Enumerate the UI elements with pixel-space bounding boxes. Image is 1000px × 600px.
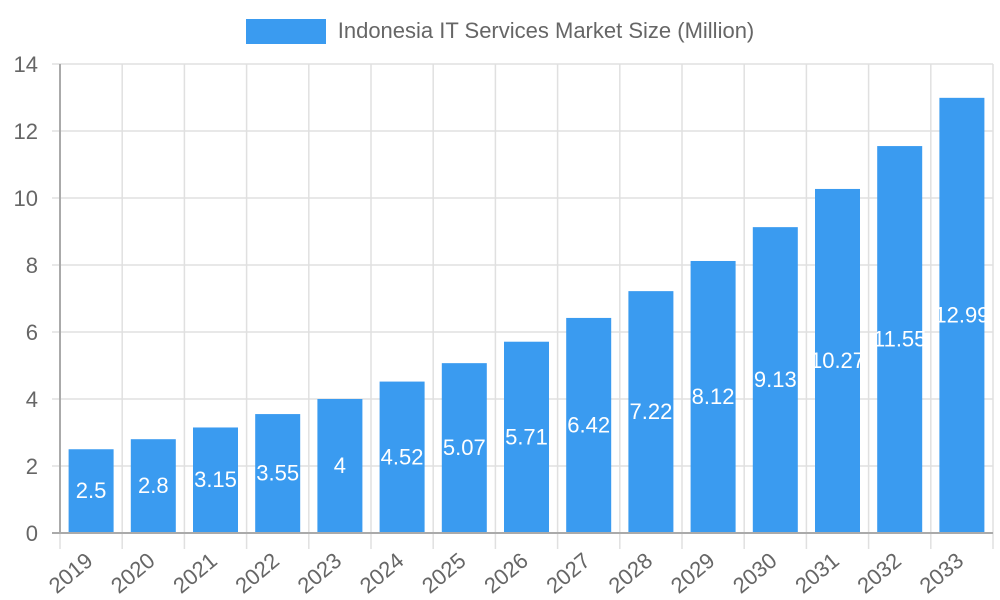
bar-2026[interactable] xyxy=(504,341,549,533)
data-label: 2.8 xyxy=(138,473,169,498)
x-tick-label: 2024 xyxy=(355,548,409,599)
data-label: 11.55 xyxy=(873,327,926,352)
bar-2028[interactable] xyxy=(628,291,674,533)
chart-legend: Indonesia IT Services Market Size (Milli… xyxy=(0,18,1000,44)
y-tick-label: 12 xyxy=(14,119,38,144)
legend-swatch[interactable] xyxy=(245,18,326,44)
bars xyxy=(68,97,985,534)
bar-2023[interactable] xyxy=(317,399,363,533)
y-tick-label: 4 xyxy=(26,387,38,412)
data-label: 12.99 xyxy=(934,302,989,327)
gridlines xyxy=(52,63,994,549)
y-axis-ticks: 0 2 4 6 8 10 12 14 xyxy=(14,52,38,546)
x-tick-label: 2029 xyxy=(666,548,720,599)
bar-2027[interactable] xyxy=(566,317,612,533)
x-tick-label: 2021 xyxy=(168,548,222,599)
data-label: 8.12 xyxy=(692,384,735,409)
data-label: 7.22 xyxy=(629,399,672,424)
legend-label: Indonesia IT Services Market Size (Milli… xyxy=(337,18,755,43)
x-tick-label: 2020 xyxy=(106,548,160,599)
data-label: 6.42 xyxy=(567,412,610,437)
x-tick-label: 2023 xyxy=(293,548,347,599)
data-label: 9.13 xyxy=(754,367,797,392)
bar-2019[interactable] xyxy=(68,449,114,533)
x-tick-label: 2019 xyxy=(44,548,98,599)
data-label: 5.07 xyxy=(443,435,486,460)
data-label: 4.52 xyxy=(381,444,424,469)
bar-2031[interactable] xyxy=(815,188,860,533)
y-tick-label: 0 xyxy=(26,521,38,546)
data-label: 4 xyxy=(334,453,346,478)
x-tick-label: 2030 xyxy=(728,548,782,599)
data-label: 2.5 xyxy=(76,478,107,503)
x-tick-label: 2027 xyxy=(541,548,595,599)
data-label: 3.55 xyxy=(256,461,299,486)
x-axis-ticks: 2019 2020 2021 2022 2023 2024 2025 2026 2027 2028… xyxy=(44,548,968,599)
y-tick-label: 8 xyxy=(26,253,38,278)
y-tick-label: 14 xyxy=(14,52,38,77)
bar-2021[interactable] xyxy=(193,427,238,533)
bar-2025[interactable] xyxy=(441,363,487,533)
y-tick-label: 10 xyxy=(14,186,38,211)
x-tick-label: 2032 xyxy=(852,548,906,599)
bar-2032[interactable] xyxy=(877,146,923,533)
data-label: 5.71 xyxy=(505,424,548,449)
data-label: 10.27 xyxy=(810,348,865,373)
x-tick-label: 2033 xyxy=(915,548,969,599)
x-tick-label: 2025 xyxy=(417,548,471,599)
bar-2030[interactable] xyxy=(752,227,798,533)
y-tick-label: 6 xyxy=(26,320,38,345)
x-tick-label: 2026 xyxy=(479,548,533,599)
bar-2024[interactable] xyxy=(379,381,425,533)
bar-2033[interactable] xyxy=(939,97,985,534)
axes xyxy=(52,64,993,534)
x-tick-label: 2031 xyxy=(790,548,844,599)
data-label: 3.15 xyxy=(194,467,237,492)
y-tick-label: 2 xyxy=(26,454,38,479)
x-tick-label: 2028 xyxy=(604,548,658,599)
data-labels: 2.5 2.8 3.15 3.55 4 4.52 5.07 5.71 6.42 7.22 8.12 9… xyxy=(76,302,990,503)
bar-2020[interactable] xyxy=(130,439,176,533)
bar-2029[interactable] xyxy=(690,260,736,533)
x-tick-label: 2022 xyxy=(230,548,284,599)
bar-2022[interactable] xyxy=(255,414,301,533)
